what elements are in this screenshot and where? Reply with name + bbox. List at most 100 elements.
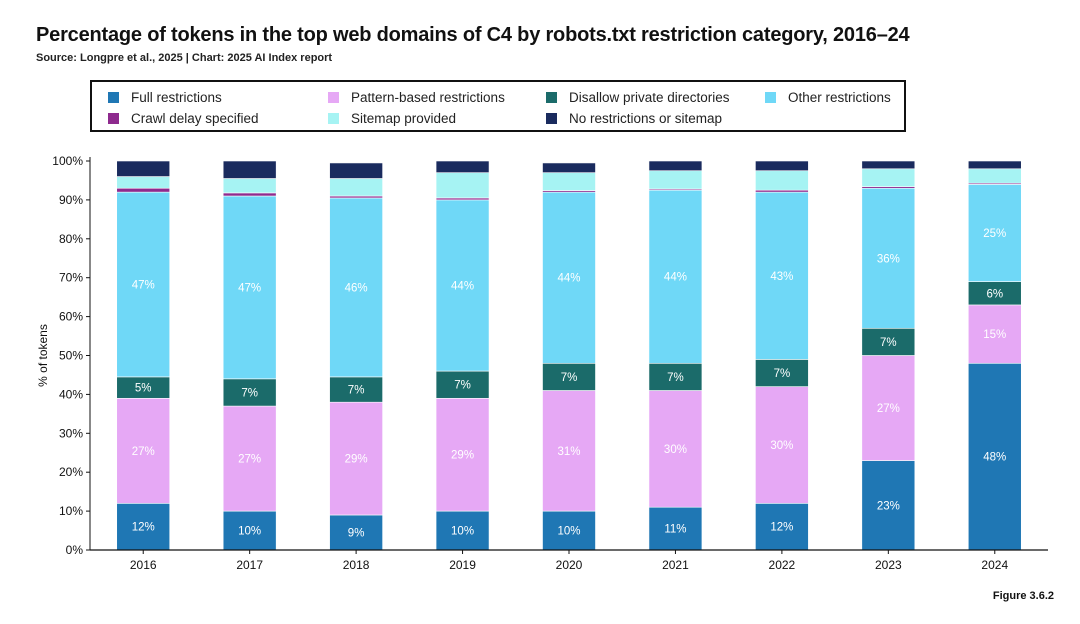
x-tick-label: 2019 (449, 558, 476, 572)
y-axis-title: % of tokens (36, 324, 50, 387)
bar-segment-other (967, 184, 1022, 282)
bar-segment-other (861, 187, 916, 329)
legend-item-none: No restrictions or sitemap (546, 111, 722, 126)
legend-label-crawl: Crawl delay specified (131, 111, 259, 126)
bar-segment-disallow (648, 362, 703, 391)
data-label-disallow: 7% (561, 372, 578, 384)
y-tick-label: 30% (59, 426, 83, 440)
y-tick-label: 90% (59, 193, 83, 207)
bar-segment-sitemap (861, 168, 916, 187)
x-tick-label: 2021 (662, 558, 689, 572)
bar-segment-other (116, 191, 171, 378)
data-label-disallow: 7% (774, 368, 791, 380)
bar-segment-crawl (116, 187, 171, 193)
legend-swatch-pattern (328, 92, 339, 103)
x-tick-label: 2024 (981, 558, 1008, 572)
figure-label: Figure 3.6.2 (992, 590, 1054, 602)
bar-segment-pattern (648, 390, 703, 508)
legend-swatch-full (108, 92, 119, 103)
legend-label-sitemap: Sitemap provided (351, 111, 457, 126)
data-label-other: 47% (238, 282, 261, 294)
bar-segment-disallow (542, 362, 596, 391)
bar-segment-sitemap (648, 170, 703, 190)
data-label-disallow: 5% (135, 383, 152, 395)
y-tick-label: 20% (59, 465, 83, 479)
bar-segment-pattern (435, 397, 490, 512)
legend-label-other: Other restrictions (788, 90, 891, 105)
x-tick-label: 2017 (236, 558, 263, 572)
legend-item-disallow: Disallow private directories (546, 90, 730, 105)
bar-segment-pattern (329, 401, 383, 516)
legend-item-other: Other restrictions (765, 90, 891, 105)
data-label-full: 10% (557, 526, 580, 538)
bar-segment-disallow (329, 376, 383, 403)
data-label-pattern: 30% (664, 444, 687, 456)
bar-segment-none (967, 160, 1022, 170)
bar-segment-sitemap (435, 172, 490, 199)
bar-segment-disallow (222, 378, 277, 407)
x-tick-label: 2020 (556, 558, 583, 572)
data-label-pattern: 27% (132, 446, 155, 458)
data-label-pattern: 29% (451, 450, 474, 462)
legend-swatch-none (546, 113, 557, 124)
data-label-disallow: 7% (241, 387, 258, 399)
y-tick-label: 70% (59, 271, 83, 285)
x-tick-label: 2023 (875, 558, 902, 572)
legend-swatch-other (765, 92, 776, 103)
data-label-disallow: 7% (667, 372, 684, 384)
bar-segment-other (755, 191, 809, 360)
x-tick-label: 2022 (769, 558, 796, 572)
data-label-other: 25% (983, 228, 1006, 240)
legend-label-full: Full restrictions (131, 90, 222, 105)
data-label-full: 48% (983, 452, 1006, 464)
data-label-disallow: 7% (880, 337, 897, 349)
bar-segment-sitemap (329, 178, 383, 197)
x-tick-label: 2018 (343, 558, 370, 572)
data-label-full: 12% (132, 522, 155, 534)
data-label-full: 12% (770, 522, 793, 534)
data-label-pattern: 29% (345, 454, 368, 466)
chart-title: Percentage of tokens in the top web doma… (36, 24, 910, 46)
data-label-other: 44% (664, 272, 687, 284)
y-tick-label: 0% (66, 543, 84, 557)
bar-segment-sitemap (755, 170, 809, 191)
bar-segment-other (329, 197, 383, 378)
bar-segment-disallow (435, 370, 490, 399)
bar-segment-other (542, 191, 596, 364)
legend-label-pattern: Pattern-based restrictions (351, 90, 505, 105)
y-tick-label: 60% (59, 310, 83, 324)
bar-segment-pattern (755, 386, 809, 504)
bar-segment-other (222, 195, 277, 380)
bar-segment-crawl (222, 192, 277, 197)
bar-segment-other (435, 199, 490, 372)
data-label-other: 46% (345, 282, 368, 294)
data-label-pattern: 31% (557, 446, 580, 458)
bar-segment-full (755, 503, 809, 551)
data-label-other: 43% (770, 271, 793, 283)
y-tick-label: 80% (59, 232, 83, 246)
legend-item-sitemap: Sitemap provided (328, 111, 456, 126)
data-label-full: 10% (238, 526, 261, 538)
data-label-pattern: 30% (770, 440, 793, 452)
data-label-pattern: 27% (238, 454, 261, 466)
x-tick-label: 2016 (130, 558, 157, 572)
y-tick-label: 10% (59, 504, 83, 518)
legend-swatch-sitemap (328, 113, 339, 124)
bar-segment-sitemap (222, 178, 277, 194)
data-label-disallow: 6% (986, 288, 1003, 300)
data-label-full: 11% (664, 524, 686, 536)
data-label-other: 44% (451, 280, 474, 292)
bar-segment-pattern (967, 304, 1022, 364)
bar-segment-none (755, 160, 809, 172)
bar-segment-pattern (222, 405, 277, 512)
data-label-disallow: 7% (348, 385, 365, 397)
bar-segment-none (222, 160, 277, 179)
bar-segment-none (329, 162, 383, 179)
bar-segment-none (435, 160, 490, 173)
bar-segment-none (648, 160, 703, 172)
data-label-other: 44% (557, 273, 580, 285)
chart-source: Source: Longpre et al., 2025 | Chart: 20… (36, 52, 333, 64)
bar-segment-sitemap (967, 168, 1022, 184)
legend-label-none: No restrictions or sitemap (569, 111, 723, 126)
